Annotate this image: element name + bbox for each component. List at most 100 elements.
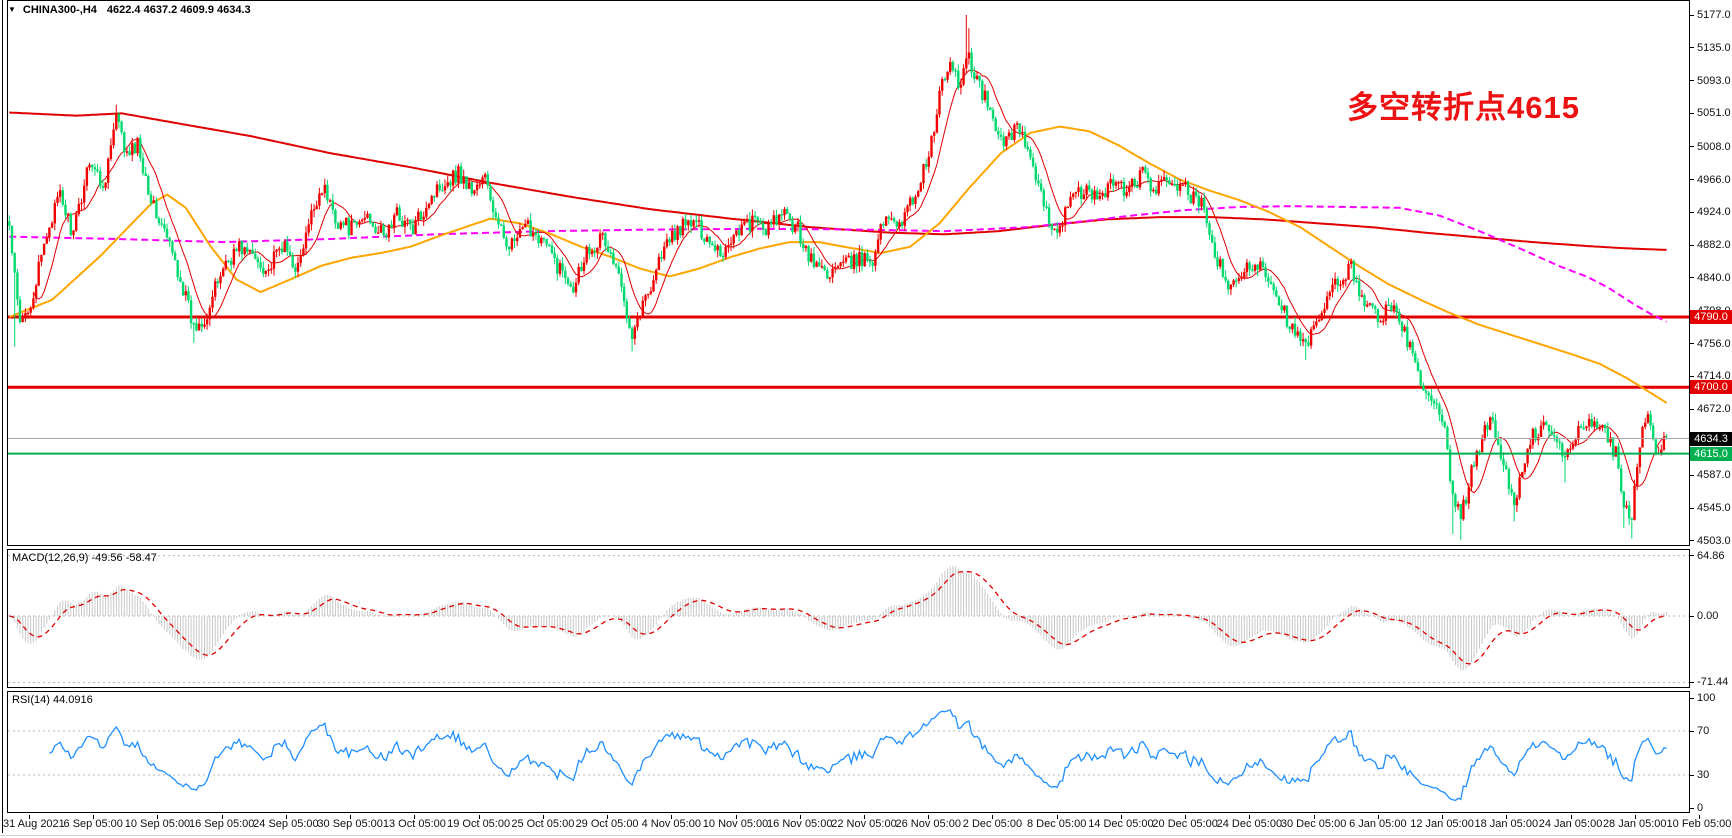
date-tick [1442, 815, 1444, 819]
price-tick [1689, 211, 1694, 213]
date-tick-label: 14 Dec 05:00 [1088, 818, 1154, 830]
date-tick-label: 6 Jan 05:00 [1349, 818, 1407, 830]
date-tick-label: 16 Sep 05:00 [188, 818, 255, 830]
date-tick [928, 815, 930, 819]
date-tick-label: 28 Jan 05:00 [1602, 818, 1667, 830]
price-tick [1689, 277, 1694, 279]
macd-tick [1689, 555, 1694, 557]
rsi-tick-label: 70 [1697, 725, 1710, 737]
price-tick-label: 4840.0 [1697, 271, 1731, 284]
date-tick-label: 4 Nov 05:00 [641, 818, 701, 830]
date-tick [1249, 815, 1251, 819]
price-tick-label: 5051.0 [1697, 107, 1731, 120]
annotation-text: 多空转折点4615 [1347, 90, 1580, 125]
rsi-tick [1689, 774, 1694, 776]
date-tick-label: 2 Dec 05:00 [962, 818, 1023, 830]
ma-magenta [9, 205, 1668, 323]
hline-price-mark: 4700.0 [1690, 380, 1732, 395]
date-tick [1313, 815, 1315, 819]
price-tick-label: 4882.0 [1697, 239, 1731, 252]
date-tick [1634, 815, 1636, 819]
date-tick-label: 16 Nov 05:00 [767, 818, 833, 830]
date-tick [1056, 815, 1058, 819]
rsi-tick [1689, 807, 1694, 809]
price-tick-label: 4966.0 [1697, 173, 1731, 186]
price-tick-label: 4587.0 [1697, 469, 1731, 482]
price-tick [1689, 474, 1694, 476]
rsi-panel-canvas[interactable] [0, 690, 1732, 815]
date-tick-label: 13 Oct 05:00 [382, 818, 446, 830]
price-tick [1689, 146, 1694, 148]
macd-histogram [11, 565, 1668, 671]
date-tick [1185, 815, 1187, 819]
macd-tick [1689, 615, 1694, 617]
date-tick-label: 24 Jan 05:00 [1538, 818, 1603, 830]
price-tick-label: 4756.0 [1697, 337, 1731, 350]
date-tick-label: 12 Jan 05:00 [1410, 818, 1474, 830]
date-tick [157, 815, 159, 819]
date-tick-label: 29 Oct 05:00 [575, 818, 639, 830]
price-tick [1689, 14, 1694, 16]
macd-panel-canvas[interactable] [0, 547, 1732, 690]
price-tick-label: 5008.0 [1697, 140, 1731, 153]
price-tick-label: 4924.0 [1697, 206, 1731, 219]
price-tick-label: 4545.0 [1697, 502, 1731, 515]
price-tick [1689, 507, 1694, 509]
price-tick [1689, 47, 1694, 49]
price-tick-label: 4714.0 [1697, 370, 1731, 383]
date-tick-label: 24 Sep 05:00 [253, 818, 319, 830]
ma-red-fast [32, 69, 1667, 494]
rsi-tick-label: 100 [1697, 692, 1716, 704]
ma-orange [8, 125, 1668, 404]
window-left-border [2, 0, 3, 833]
date-tick-label: 30 Sep 05:00 [317, 818, 383, 830]
date-tick [221, 815, 223, 819]
date-tick [1506, 815, 1508, 819]
date-tick-label: 10 Nov 05:00 [702, 818, 769, 830]
date-tick-label: 10 Sep 05:00 [124, 818, 191, 830]
rsi-tick [1689, 730, 1694, 732]
price-tick [1689, 540, 1694, 542]
main-chart-canvas[interactable] [0, 0, 1732, 547]
price-tick [1689, 112, 1694, 114]
date-tick [93, 815, 95, 819]
date-tick [992, 815, 994, 819]
date-tick-label: 18 Jan 05:00 [1474, 818, 1539, 830]
ohlc-values-label: 4622.4 4637.2 4609.9 4634.3 [106, 4, 251, 16]
date-tick [1120, 815, 1122, 819]
date-tick-label: 22 Nov 05:00 [831, 818, 897, 830]
price-tick-label: 4672.0 [1697, 403, 1731, 416]
price-tick [1689, 343, 1694, 345]
price-tick [1689, 80, 1694, 82]
date-tick [350, 815, 352, 819]
macd-tick [1689, 681, 1694, 683]
price-tick-label: 5135.0 [1697, 41, 1731, 54]
rsi-indicator-label: RSI(14) 44.0916 [12, 694, 93, 706]
price-tick [1689, 408, 1694, 410]
rsi-tick-label: 30 [1697, 769, 1710, 781]
date-tick-label: 8 Dec 05:00 [1027, 818, 1087, 830]
date-tick-label: 19 Oct 05:00 [447, 818, 511, 830]
date-tick [285, 815, 287, 819]
date-tick [671, 815, 673, 819]
chart-title-bar: ▼ CHINA300-,H4 4622.4 4637.2 4609.9 4634.3 [8, 4, 251, 16]
date-tick-label: 6 Sep 05:00 [63, 818, 123, 830]
date-tick [414, 815, 416, 819]
date-tick [1570, 815, 1572, 819]
macd-tick-label: 0.00 [1697, 610, 1719, 622]
price-tick-label: 5177.0 [1697, 9, 1731, 21]
symbol-dropdown-icon[interactable]: ▼ [8, 5, 16, 14]
macd-tick-label: 64.86 [1697, 549, 1725, 562]
window-bottom-border [0, 835, 1732, 836]
macd-tick-label: -71.44 [1697, 676, 1729, 689]
date-tick [478, 815, 480, 819]
price-tick [1689, 244, 1694, 246]
date-tick-label: 25 Oct 05:00 [511, 818, 575, 830]
current-price-mark: 4634.3 [1690, 431, 1732, 446]
date-tick-label: 20 Dec 05:00 [1152, 818, 1218, 830]
rsi-tick [1689, 697, 1694, 699]
date-tick [607, 815, 609, 819]
date-tick-label: 31 Aug 2021 [3, 818, 65, 830]
support-price-mark: 4615.0 [1690, 446, 1732, 461]
